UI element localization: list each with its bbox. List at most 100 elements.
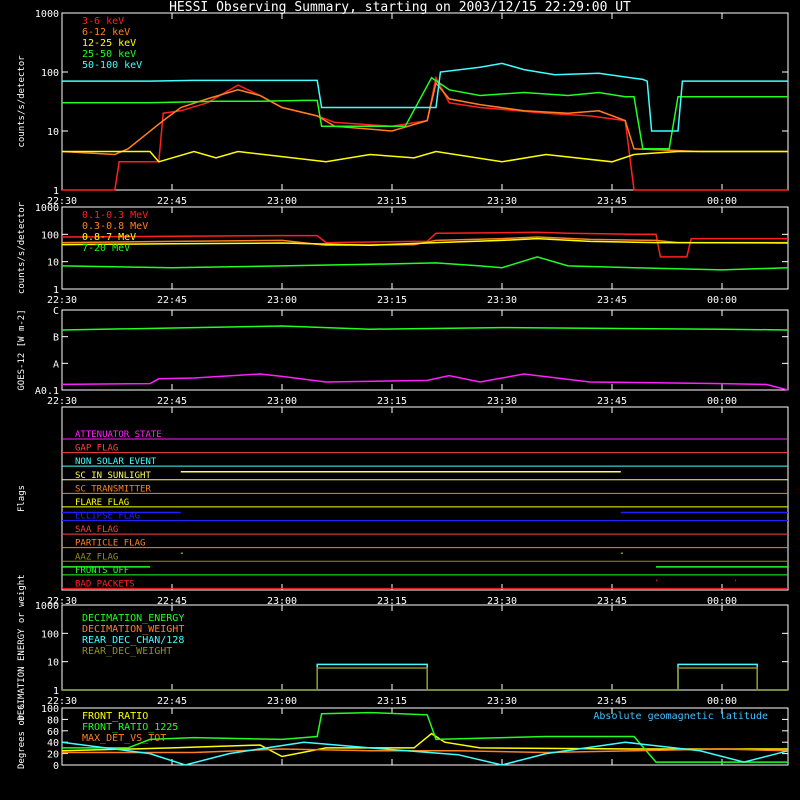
legend-entry: 50-100 keV	[82, 60, 142, 71]
legend-entry: FRONT_RATIO_1225	[82, 722, 178, 733]
y-axis-label: GOES-12 [W m-2]	[17, 309, 27, 390]
flag-label: ATTENUATOR_STATE	[75, 430, 162, 440]
panel-frame	[61, 406, 789, 591]
y-tick-label: 10	[47, 127, 59, 138]
series-line	[61, 236, 788, 246]
x-tick-label: 23:30	[487, 696, 517, 707]
x-tick-label: 00:00	[707, 396, 737, 407]
legend-entry: 3-6 keV	[82, 16, 124, 27]
x-tick-label: 23:15	[377, 596, 407, 607]
x-tick-label: 22:45	[157, 196, 187, 207]
legend-entry: REAR_DEC_WEIGHT	[82, 646, 172, 657]
series-line	[61, 81, 788, 156]
y-tick-label: 1	[53, 686, 59, 697]
y-tick-label: 100	[41, 704, 59, 715]
flag-label: ECLIPSE_FLAG	[75, 512, 140, 522]
y-tick-label: 10	[47, 658, 59, 669]
y-tick-label: A0.1	[35, 386, 59, 397]
series-line	[62, 62, 788, 132]
y-axis-label: counts/s/detector	[17, 201, 27, 294]
x-tick-label: 23:30	[487, 196, 517, 207]
x-tick-label: 23:15	[377, 396, 407, 407]
series-line	[62, 711, 788, 763]
flag-label: SC_IN_SUNLIGHT	[75, 471, 151, 481]
x-tick-label: 23:15	[377, 196, 407, 207]
series-line	[61, 732, 788, 758]
y-axis-label: DECIMATION ENERGY or weight	[17, 574, 27, 720]
x-tick-label: 23:00	[267, 196, 297, 207]
legend-entry: MAX_DET_VS_TOT	[82, 733, 166, 744]
x-tick-label: 22:45	[157, 696, 187, 707]
x-tick-label: 22:30	[47, 696, 77, 707]
legend-entry: DECIMATION_WEIGHT	[82, 624, 184, 635]
flag-label: SAA_FLAG	[75, 525, 118, 535]
x-tick-label: 23:30	[487, 396, 517, 407]
annotation: Absolute geomagnetic latitude	[593, 711, 768, 722]
y-axis-label: counts/s/detector	[17, 55, 27, 148]
x-tick-label: 22:30	[47, 196, 77, 207]
y-tick-label: 0	[53, 761, 59, 772]
x-tick-label: 23:45	[597, 295, 627, 306]
panel-frame	[61, 604, 789, 691]
y-tick-label: B	[53, 333, 59, 344]
x-tick-label: 00:00	[707, 196, 737, 207]
series-line	[62, 75, 788, 191]
x-tick-label: 23:45	[597, 196, 627, 207]
x-tick-label: 23:45	[597, 396, 627, 407]
y-tick-label: 1000	[35, 601, 59, 612]
x-tick-label: 00:00	[707, 696, 737, 707]
x-tick-label: 23:30	[487, 295, 517, 306]
y-tick-label: 1	[53, 186, 59, 197]
y-tick-label: 100	[41, 68, 59, 79]
x-tick-label: 23:00	[267, 596, 297, 607]
y-tick-label: 20	[47, 750, 59, 761]
x-tick-label: 22:45	[157, 295, 187, 306]
legend-entry: 6-12 keV	[82, 27, 130, 38]
series-line	[61, 231, 788, 258]
x-tick-label: 23:00	[267, 696, 297, 707]
flag-label: PARTICLE_FLAG	[75, 539, 145, 549]
legend-entry: DECIMATION_ENERGY	[82, 613, 184, 624]
series-line	[61, 256, 789, 271]
flag-label: BAD_PACKETS	[75, 579, 135, 589]
y-tick-label: 80	[47, 715, 59, 726]
x-tick-label: 22:30	[47, 396, 77, 407]
x-tick-label: 00:00	[707, 295, 737, 306]
y-tick-label: A	[53, 359, 59, 370]
x-tick-label: 23:30	[487, 596, 517, 607]
legend-entry: 0.8-7 MeV	[82, 232, 136, 243]
series-line	[61, 237, 789, 246]
flag-label: AAZ_FLAG	[75, 552, 118, 562]
x-tick-label: 22:30	[47, 295, 77, 306]
y-tick-label: 10	[47, 258, 59, 269]
y-tick-label: 40	[47, 738, 59, 749]
legend-entry: 7-20 MeV	[82, 243, 130, 254]
page-title: HESSI Observing Summary, starting on 200…	[169, 0, 631, 15]
series-line	[62, 76, 788, 150]
series-line	[61, 373, 789, 391]
flag-label: GAP_FLAG	[75, 444, 118, 454]
y-axis-label: Degrees or %	[17, 703, 27, 769]
flag-label: FLARE_FLAG	[75, 498, 129, 508]
x-tick-label: 23:00	[267, 396, 297, 407]
series-line	[61, 741, 789, 766]
series-line	[61, 325, 789, 331]
legend-entry: REAR_DEC_CHAN/128	[82, 635, 184, 646]
x-tick-label: 00:00	[707, 596, 737, 607]
legend-entry: 0.1-0.3 MeV	[82, 210, 148, 221]
y-tick-label: 1	[53, 285, 59, 296]
legend-entry: 25-50 keV	[82, 49, 136, 60]
x-tick-label: 23:15	[377, 295, 407, 306]
legend-entry: 12-25 keV	[82, 38, 136, 49]
flag-label: SC_TRANSMITTER	[75, 484, 151, 494]
y-tick-label: 1000	[35, 203, 59, 214]
y-axis-label: Flags	[17, 485, 27, 512]
legend-entry: 0.3-0.8 MeV	[82, 221, 148, 232]
panel-frame	[61, 309, 789, 391]
x-tick-label: 23:45	[597, 596, 627, 607]
panel-frame	[61, 12, 789, 191]
flag-label: NON_SOLAR_EVENT	[75, 457, 157, 467]
y-tick-label: 100	[41, 629, 59, 640]
flag-label: FRONTS_OFF	[75, 566, 129, 576]
